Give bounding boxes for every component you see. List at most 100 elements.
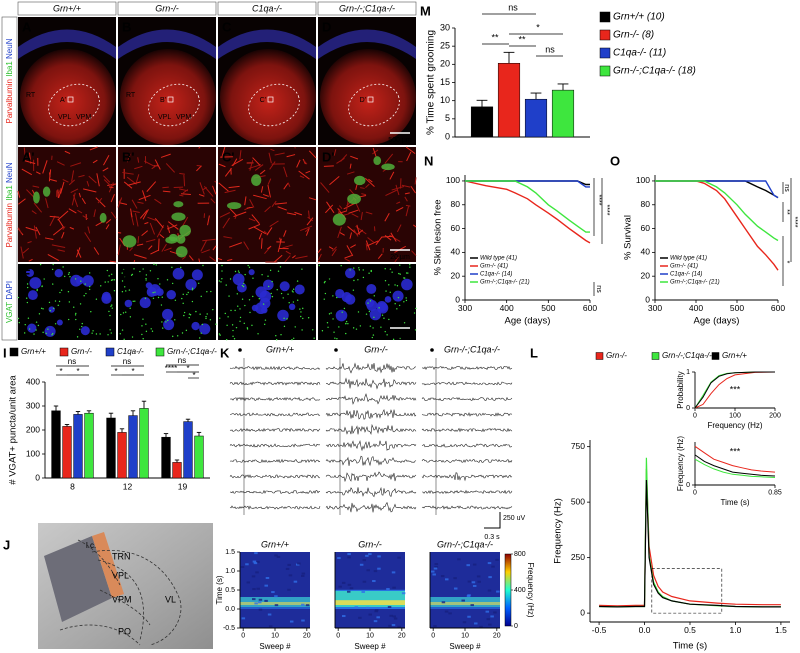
panel-label: F [122, 266, 130, 281]
cortex-stain [218, 29, 316, 59]
puncta-texture [301, 329, 303, 331]
puncta-texture [229, 278, 232, 280]
trace-texture [229, 381, 321, 386]
y-axis-label: % Time spent grooming [426, 30, 437, 135]
puncta-texture [165, 321, 167, 323]
fiber-texture [179, 194, 184, 197]
puncta-texture [221, 264, 223, 267]
heatmap-texture [368, 553, 372, 556]
nucleus-texture [48, 306, 55, 313]
puncta-texture [415, 307, 417, 310]
nucleus-texture [124, 299, 133, 308]
panel-label: C [222, 19, 232, 34]
roi-box [67, 96, 74, 103]
puncta-texture [225, 284, 227, 286]
panel-label: B' [122, 149, 134, 164]
puncta-texture [271, 280, 273, 283]
fiber-texture [259, 169, 266, 175]
genotype-header: Grn-/-;C1qa-/- [339, 3, 395, 13]
fiber-texture [368, 178, 373, 183]
heatmap-texture [479, 625, 483, 628]
fiber-texture [165, 163, 175, 173]
puncta-texture [239, 316, 242, 319]
trace-texture [421, 427, 513, 433]
x-tick-label: 20 [303, 633, 311, 640]
fiber-texture [329, 175, 340, 186]
puncta-texture [129, 316, 132, 318]
fiber-texture [103, 154, 110, 166]
heatmap-texture [471, 581, 476, 584]
microglia-texture [168, 233, 178, 242]
puncta-texture [275, 339, 278, 341]
fiber-texture [305, 170, 311, 174]
fiber-texture [328, 246, 334, 250]
fiber-texture [35, 226, 41, 236]
puncta-texture [242, 282, 245, 285]
heatmap-texture [349, 587, 354, 590]
nucleus-texture [366, 299, 378, 312]
puncta-texture [383, 317, 385, 319]
nucleus-texture [82, 275, 94, 287]
fiber-texture [117, 197, 123, 208]
puncta-texture [336, 338, 338, 340]
heatmap-texture [347, 583, 352, 586]
colorbar-tick-label: 800 [514, 551, 526, 558]
y-tick-label: 5 [445, 113, 450, 123]
bar [139, 408, 149, 479]
puncta-texture [181, 332, 184, 334]
y-axis-label: Frequency (Hz) [676, 436, 685, 491]
fiber-texture [198, 258, 201, 263]
panel-label: M [420, 3, 431, 18]
fiber-texture [200, 240, 208, 252]
puncta-texture [26, 286, 29, 289]
panel-label: J [3, 537, 10, 552]
fiber-texture [47, 253, 60, 261]
puncta-texture [221, 270, 223, 272]
puncta-texture [144, 297, 147, 300]
heatmap-texture [388, 624, 392, 627]
fiber-texture [129, 247, 133, 252]
heatmap-texture [430, 602, 500, 605]
header-box [117, 1, 217, 16]
puncta-texture [23, 332, 26, 334]
nucleus-texture [199, 323, 211, 335]
puncta-texture [235, 326, 238, 329]
fiber-texture [147, 216, 157, 221]
fiber-texture [303, 160, 308, 165]
bar [73, 414, 83, 479]
fiber-texture [137, 236, 140, 244]
y-tick-label: 40 [641, 247, 651, 257]
puncta-texture [81, 322, 83, 325]
legend-swatch [599, 47, 611, 59]
series-line [655, 180, 779, 199]
series-line [694, 454, 776, 477]
colorbar-tick-label: 400 [514, 587, 526, 594]
nucleus-texture [163, 319, 175, 331]
fiber-texture [277, 206, 287, 211]
heatmap-texture [346, 590, 351, 593]
puncta-texture [90, 311, 92, 313]
scale-bar-label: 20 µm [390, 254, 410, 261]
y-tick-label: 250 [571, 552, 585, 562]
nucleus-texture [27, 290, 38, 301]
stim-dot [334, 348, 338, 352]
puncta-texture [389, 268, 392, 270]
fiber-texture [294, 211, 303, 216]
nucleus-texture [335, 309, 348, 322]
puncta-texture [121, 280, 124, 282]
fiber-texture [253, 194, 267, 200]
x-tick-label: 0 [241, 633, 245, 640]
fiber-texture [224, 189, 236, 194]
heatmap-texture [252, 598, 256, 601]
fiber-texture [320, 182, 330, 193]
fiber-texture [196, 165, 202, 172]
puncta-texture [51, 268, 54, 271]
puncta-texture [296, 299, 299, 301]
legend-label: Grn+/+ [722, 351, 747, 360]
puncta-texture [107, 281, 109, 283]
puncta-texture [288, 301, 290, 304]
fiber-texture [308, 150, 317, 159]
nucleus-texture [369, 308, 382, 321]
panel-label: O [610, 153, 620, 168]
significance-label: * [131, 367, 134, 376]
